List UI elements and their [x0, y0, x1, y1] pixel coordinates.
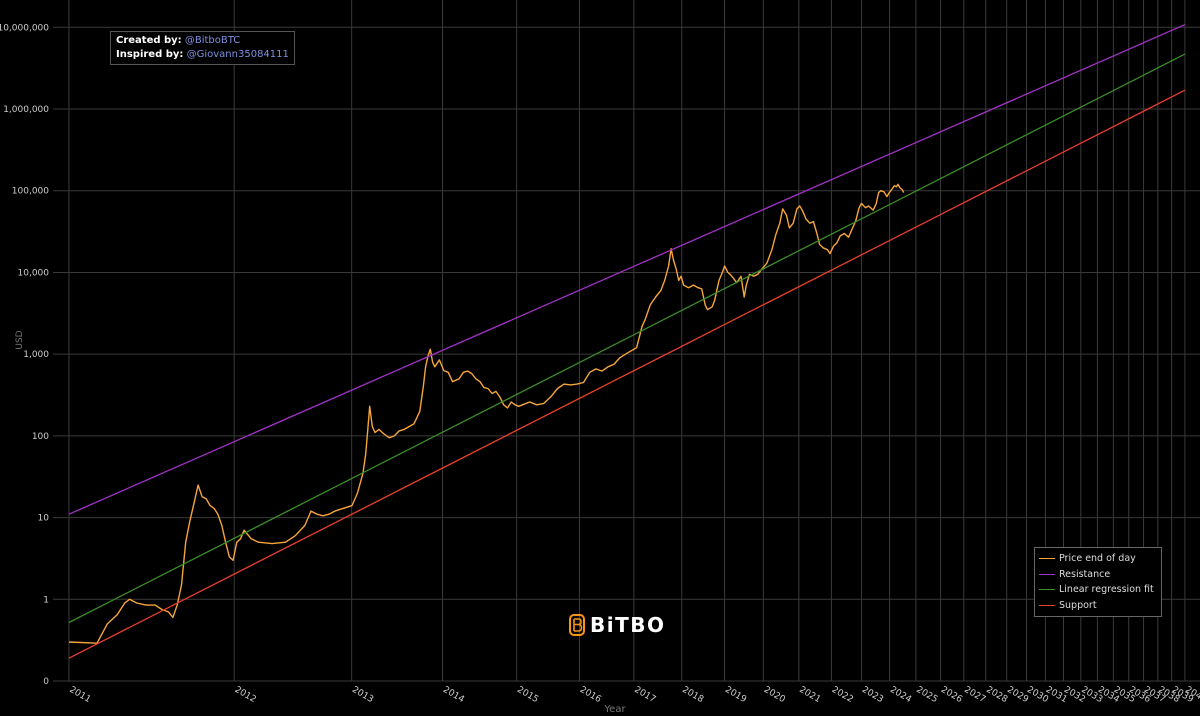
legend-item-regression[interactable]: Linear regression fit: [1039, 582, 1157, 598]
legend-item-resistance[interactable]: Resistance: [1039, 567, 1157, 583]
inspired-by-handle[interactable]: @Giovann35084111: [186, 49, 289, 60]
y-tick-label: 10,000,000: [0, 23, 49, 33]
grid: [53, 0, 1200, 682]
y-tick-label: 10,000: [18, 268, 50, 278]
x-tick-label: 2015: [515, 685, 540, 705]
inspired-by-label: Inspired by:: [116, 49, 184, 60]
legend-label: Support: [1059, 599, 1097, 611]
created-by-label: Created by:: [116, 35, 182, 46]
y-tick-label: 0: [43, 677, 49, 687]
x-tick-label: 2012: [233, 685, 258, 705]
x-tick-label: 2019: [723, 685, 748, 705]
bitbo-logo: BiTBO: [569, 613, 666, 637]
series-support-line: [68, 89, 1186, 659]
x-tick-label: 2017: [632, 685, 657, 705]
x-tick-label: 2026: [939, 685, 964, 705]
x-tick-label: 2027: [962, 685, 987, 705]
x-tick-label: 2023: [860, 685, 885, 705]
x-axis-label: Year: [603, 704, 626, 715]
credits-box: Created by: @BitboBTC Inspired by: @Giov…: [110, 31, 295, 65]
series-linear-regression-fit-line: [68, 53, 1186, 624]
x-tick-label: 2022: [830, 685, 855, 705]
legend-label: Resistance: [1059, 568, 1111, 580]
y-tick-label: 10: [38, 514, 50, 524]
series-resistance-line: [68, 23, 1186, 515]
y-tick-label: 100: [32, 432, 49, 442]
created-by-handle[interactable]: @BitboBTC: [184, 35, 241, 46]
x-tick-label: 2029: [1005, 685, 1030, 705]
y-axis-label: USD: [15, 330, 25, 349]
x-axis-ticks: 2011 2012 2013 2014 2015 2016 2017 2018 2019 2020…: [67, 685, 1200, 705]
x-tick-label: 2016: [578, 685, 603, 705]
created-by-row: Created by: @BitboBTC: [116, 34, 289, 48]
legend-item-support[interactable]: Support: [1039, 598, 1157, 614]
x-tick-label: 2013: [350, 685, 375, 705]
chart-legend: Price end of day Resistance Linear regre…: [1034, 547, 1162, 617]
y-tick-label: 100,000: [12, 187, 49, 197]
x-tick-label: 2020: [762, 685, 787, 705]
series-price-line: [68, 183, 905, 644]
legend-label: Linear regression fit: [1059, 584, 1154, 595]
legend-swatch: [1039, 558, 1055, 560]
bitbo-mark-icon: [569, 614, 585, 636]
x-tick-label: 2021: [797, 685, 822, 705]
y-tick-label: 1,000,000: [3, 105, 49, 115]
x-tick-label: 2024: [888, 685, 913, 705]
inspired-by-row: Inspired by: @Giovann35084111: [116, 48, 289, 62]
logo-text: BiTBO: [590, 613, 666, 637]
legend-item-price[interactable]: Price end of day: [1039, 551, 1157, 567]
x-tick-label: 2028: [984, 685, 1009, 705]
legend-label: Price end of day: [1059, 553, 1136, 564]
x-tick-label: 2011: [67, 685, 92, 705]
legend-swatch: [1039, 573, 1055, 575]
legend-swatch: [1039, 604, 1055, 606]
series-group: [68, 23, 1186, 659]
x-tick-label: 2014: [441, 685, 466, 705]
y-tick-label: 1: [43, 595, 49, 605]
x-tick-label: 2018: [680, 685, 705, 705]
y-axis-ticks: 0 1 10 100 1,000 10,000 100,000 1,000,000 10,000…: [0, 23, 49, 687]
x-tick-label: 2025: [914, 685, 939, 705]
y-tick-label: 1,000: [23, 350, 49, 360]
legend-swatch: [1039, 589, 1055, 591]
